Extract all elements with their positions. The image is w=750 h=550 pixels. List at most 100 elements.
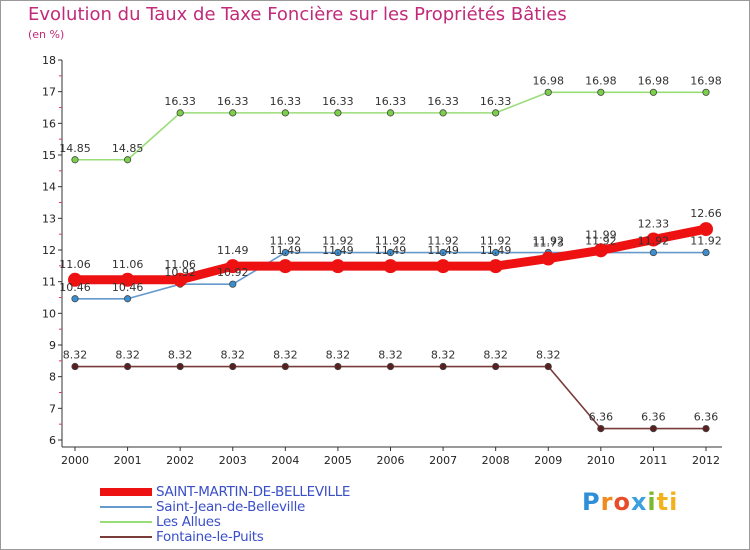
- data-point: [281, 362, 289, 371]
- data-label: 11.92: [638, 235, 670, 248]
- y-tick-label: 15: [42, 149, 56, 162]
- data-label: 8.32: [536, 349, 561, 362]
- data-point: [334, 362, 342, 371]
- data-label: 8.32: [221, 349, 246, 362]
- data-point: [71, 295, 79, 303]
- data-point: [649, 248, 658, 257]
- data-point: [176, 362, 184, 371]
- data-label: 14.85: [59, 142, 91, 155]
- legend-label: Fontaine-le-Puits: [156, 529, 264, 545]
- legend-swatch: [100, 488, 152, 496]
- data-label: 8.32: [378, 349, 403, 362]
- data-point: [699, 222, 713, 237]
- data-point: [597, 424, 605, 433]
- data-point: [334, 248, 342, 257]
- data-label: 6.36: [694, 411, 719, 424]
- data-label: 11.06: [59, 258, 91, 271]
- data-label: 11.99: [585, 228, 617, 241]
- y-tick-label: 12: [42, 244, 56, 257]
- data-label: 16.98: [533, 74, 565, 87]
- data-label: 11.92: [585, 235, 617, 248]
- logo-letter: x: [630, 488, 648, 516]
- y-tick-label: 14: [42, 181, 56, 194]
- data-label: 8.32: [115, 349, 140, 362]
- data-point: [646, 232, 661, 247]
- data-point: [439, 362, 447, 371]
- data-labels-layer: 11.06 11.06 11.06 11.49 11.49 11.49 11.49 11.49…: [59, 74, 722, 423]
- y-tick-label: 17: [42, 86, 56, 99]
- data-point: [123, 295, 132, 303]
- data-point: [334, 109, 342, 117]
- legend-label: SAINT-MARTIN-DE-BELLEVILLE: [156, 484, 351, 500]
- data-point: [229, 280, 237, 288]
- data-label: 11.49: [480, 244, 512, 257]
- data-point: [702, 248, 710, 257]
- data-point: [330, 259, 345, 274]
- line-chart: 6 7 8 9 10 11 12 13 14 15 16 17 18 2000 2001 2002 2003 20…: [42, 54, 722, 467]
- data-label: 11.49: [322, 244, 354, 257]
- data-point: [544, 88, 552, 96]
- data-label: 10.46: [59, 281, 91, 294]
- data-label: 8.32: [63, 349, 88, 362]
- data-label: 10.92: [217, 266, 249, 279]
- data-point: [281, 248, 289, 257]
- data-point: [488, 259, 503, 274]
- data-point: [436, 259, 451, 274]
- data-point: [386, 109, 395, 117]
- data-label: 11.49: [427, 244, 459, 257]
- data-point: [176, 109, 184, 117]
- y-tick-label: 10: [42, 307, 56, 320]
- data-label: 11.06: [112, 258, 144, 271]
- data-label: 16.98: [585, 74, 617, 87]
- x-tick-label: 2002: [166, 454, 194, 467]
- y-tick-label: 11: [42, 276, 56, 289]
- data-label: 12.66: [690, 207, 722, 220]
- data-label: 11.49: [375, 244, 407, 257]
- data-label: 11.92: [480, 235, 512, 248]
- x-tick-label: 2000: [61, 454, 89, 467]
- data-label: 11.92: [270, 235, 302, 248]
- x-tick-label: 2006: [377, 454, 405, 467]
- data-label: 11.92: [375, 235, 407, 248]
- data-point: [229, 109, 237, 117]
- data-label: 6.36: [641, 411, 666, 424]
- data-label: 14.85: [112, 142, 144, 155]
- data-point: [386, 248, 395, 257]
- x-tick-label: 2012: [692, 454, 720, 467]
- data-label: 11.49: [270, 244, 302, 257]
- chart-title: Evolution du Taux de Taxe Foncière sur l…: [28, 4, 567, 25]
- data-point: [383, 259, 398, 274]
- x-tick-label: 2010: [587, 454, 615, 467]
- data-label: 16.98: [638, 74, 670, 87]
- data-point: [702, 88, 710, 96]
- data-point: [439, 248, 447, 257]
- data-point: [225, 259, 240, 274]
- x-tick-label: 2001: [114, 454, 142, 467]
- data-point: [492, 248, 500, 257]
- legend-swatch: [100, 536, 152, 538]
- x-tick-label: 2005: [324, 454, 352, 467]
- legend-swatch: [100, 521, 152, 523]
- y-tick-label: 13: [42, 212, 56, 225]
- axes: 6 7 8 9 10 11 12 13 14 15 16 17 18 2000 2001 2002 2003 20…: [42, 54, 722, 467]
- legend-swatch: [100, 506, 152, 508]
- data-label: 16.33: [164, 95, 196, 108]
- data-label: 11.92: [427, 235, 459, 248]
- y-tick-label: 6: [49, 434, 56, 447]
- data-point: [71, 156, 79, 164]
- data-label: 16.98: [690, 74, 722, 87]
- data-point: [123, 156, 132, 164]
- data-label: 10.92: [164, 266, 196, 279]
- data-label: 8.32: [273, 349, 298, 362]
- data-point: [281, 109, 289, 117]
- data-label: 16.33: [217, 95, 249, 108]
- data-point: [541, 251, 556, 266]
- data-label: 11.92: [533, 235, 565, 248]
- y-axis-unit: (en %): [28, 28, 65, 41]
- data-point: [439, 109, 447, 117]
- x-tick-label: 2008: [482, 454, 510, 467]
- data-label: 8.32: [168, 349, 193, 362]
- data-label: 11.06: [164, 258, 196, 271]
- logo-letter: o: [613, 488, 631, 516]
- y-tick-label: 18: [42, 54, 56, 67]
